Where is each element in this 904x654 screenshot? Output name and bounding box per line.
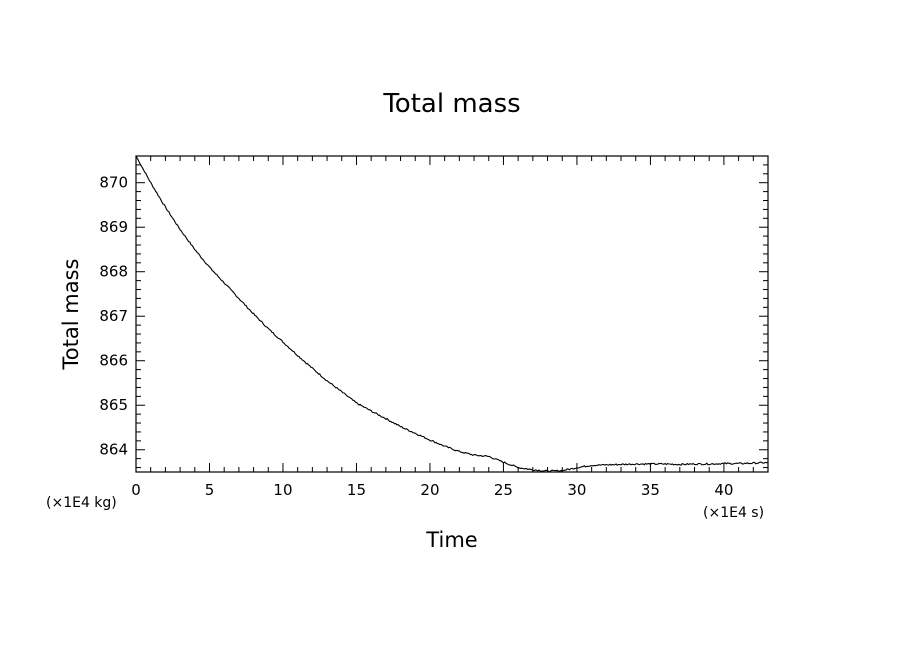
- axis-ticks: [135, 155, 769, 472]
- y-tick-label: 865: [99, 396, 128, 414]
- x-tick-label: 20: [420, 481, 439, 499]
- plot-frame: [135, 155, 769, 473]
- x-tick-label: 15: [347, 481, 366, 499]
- y-axis-label: Total mass: [59, 259, 83, 371]
- x-tick-labels: 0 5 10 15 20 25 30 35 40: [131, 481, 733, 499]
- x-tick-label: 25: [494, 481, 513, 499]
- y-tick-label: 869: [99, 218, 128, 236]
- y-tick-label: 870: [99, 174, 128, 192]
- x-tick-label: 30: [567, 481, 586, 499]
- y-axis-unit: (×1E4 kg): [46, 495, 117, 511]
- y-tick-label: 867: [99, 307, 128, 325]
- y-tick-label: 866: [99, 352, 128, 370]
- x-tick-label: 10: [273, 481, 292, 499]
- x-tick-label: 5: [205, 481, 215, 499]
- x-axis-unit: (×1E4 s): [703, 505, 764, 521]
- y-tick-label: 868: [99, 263, 128, 281]
- y-tick-labels: 864 865 866 867 868 869 870: [99, 174, 128, 459]
- chart-title: Total mass: [382, 89, 520, 119]
- x-axis-label: Time: [425, 528, 477, 552]
- y-tick-label: 864: [99, 441, 128, 459]
- x-tick-label: 35: [641, 481, 660, 499]
- total-mass-series-line: [135, 155, 769, 473]
- x-tick-label: 0: [131, 481, 141, 499]
- x-tick-label: 40: [714, 481, 733, 499]
